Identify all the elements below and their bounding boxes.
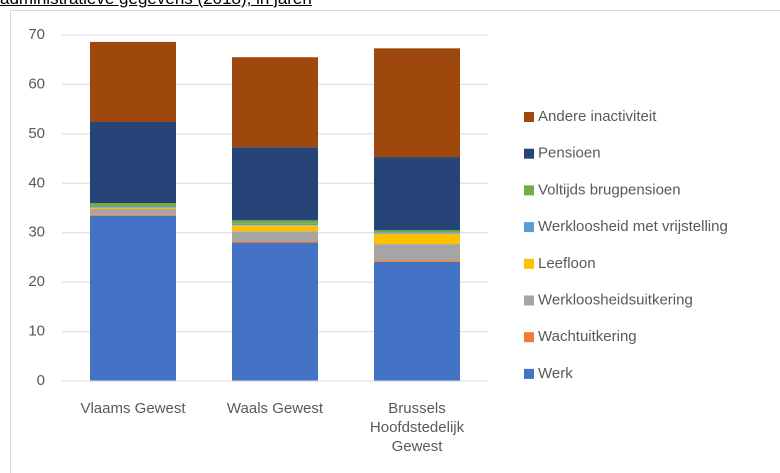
legend-swatch xyxy=(524,222,534,233)
bar-segment xyxy=(90,203,176,207)
legend-swatch xyxy=(524,112,534,122)
legend-label: Andere inactiviteit xyxy=(538,108,657,125)
x-tick-label: Vlaams Gewest xyxy=(80,400,186,417)
bar-segment xyxy=(232,225,318,232)
chart-border xyxy=(10,10,780,473)
bar-segment xyxy=(232,231,318,242)
bar-segment xyxy=(90,214,176,216)
bar-segment xyxy=(232,220,318,224)
legend-label: Leefloon xyxy=(538,255,596,272)
legend-label: Wachtuitkering xyxy=(538,328,637,345)
bar-segment xyxy=(232,242,318,381)
bar-segment xyxy=(90,207,176,209)
bar-segment xyxy=(232,147,318,221)
y-tick-label: 30 xyxy=(28,224,45,241)
bar-segment xyxy=(374,260,460,262)
bar-segment xyxy=(374,233,460,245)
bar-segment xyxy=(90,206,176,208)
x-tick-label: Waals Gewest xyxy=(226,400,324,417)
bar-segment xyxy=(90,41,176,122)
legend-swatch xyxy=(524,368,534,379)
bar-segment xyxy=(374,157,460,231)
bar-segment xyxy=(232,223,318,226)
bar-segment xyxy=(90,121,176,204)
legend-label: Voltijds brugpensioen xyxy=(538,181,681,198)
y-tick-label: 40 xyxy=(28,174,45,191)
legend-swatch xyxy=(524,295,534,306)
bar-segment xyxy=(232,57,318,148)
bar-segment xyxy=(90,215,176,381)
chart-title: administratieve gegevens (2018), in jare… xyxy=(0,0,312,9)
legend-swatch xyxy=(524,258,534,269)
bar-segment xyxy=(374,261,460,381)
y-tick-label: 0 xyxy=(37,372,45,389)
bar-segment xyxy=(374,244,460,261)
legend-swatch xyxy=(524,148,534,159)
legend-label: Werkloosheidsuitkering xyxy=(538,291,693,308)
legend-swatch xyxy=(524,185,534,196)
bar-segment xyxy=(232,241,318,243)
legend-label: Werk xyxy=(538,365,573,382)
y-tick-label: 60 xyxy=(28,75,45,92)
y-tick-label: 70 xyxy=(28,26,45,43)
y-tick-label: 50 xyxy=(28,125,45,142)
bar-segment xyxy=(374,230,460,233)
legend-swatch xyxy=(524,332,534,343)
bar-segment xyxy=(90,208,176,215)
y-tick-label: 20 xyxy=(28,273,45,290)
legend-label: Werkloosheid met vrijstelling xyxy=(538,218,728,235)
legend-label: Pensioen xyxy=(538,145,601,162)
x-tick-label: Brussels Hoofdstedelijk Gewest xyxy=(369,400,465,455)
bar-segment xyxy=(374,48,460,158)
y-tick-label: 10 xyxy=(28,323,45,340)
bar-segment xyxy=(374,232,460,234)
